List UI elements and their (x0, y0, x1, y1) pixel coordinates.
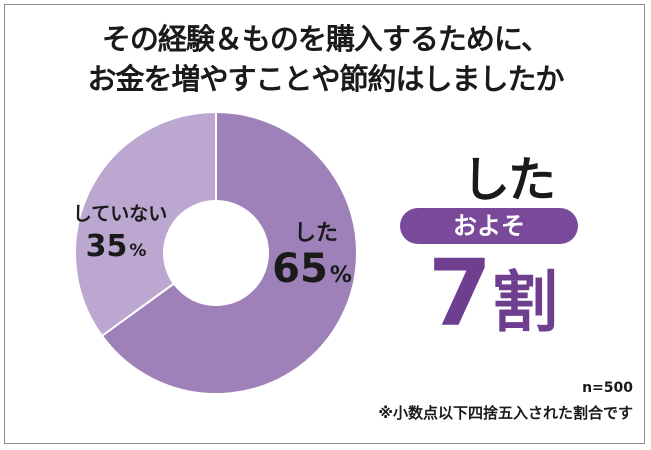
slice-value-2: 35% (86, 229, 147, 264)
slice-value-1: 65% (272, 246, 352, 292)
chart-frame (4, 4, 645, 444)
answer-title: した (461, 152, 556, 208)
donut-slice-2 (74, 110, 217, 338)
answer-value-number: 7 (427, 240, 492, 347)
slice-label-2: していない (73, 203, 167, 225)
answer-value-unit: 割 (492, 264, 558, 341)
rounding-note: ※小数点以下四捨五入された割合です (378, 404, 633, 422)
answer-value: 7割 (403, 246, 583, 342)
approx-pill: およそ (400, 208, 578, 244)
donut-slice-1 (100, 110, 358, 395)
slice-label-1: した (294, 221, 338, 246)
chart-title-line2: お金を増やすことや節約はしましたか (87, 62, 564, 96)
sample-size-note: n=500 (582, 380, 633, 396)
chart-title-line1: その経験＆ものを購入するために、 (101, 22, 550, 56)
